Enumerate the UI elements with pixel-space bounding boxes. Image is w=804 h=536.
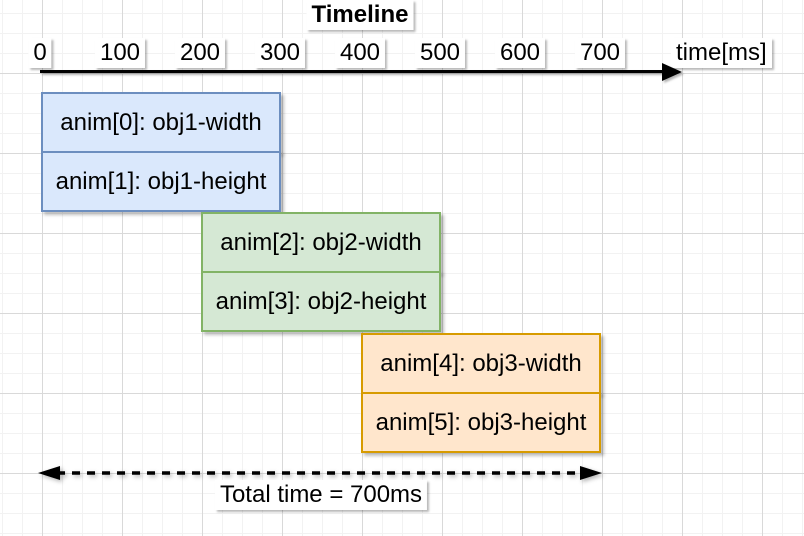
axis-tick-label-0: 0	[28, 38, 52, 68]
total-time-label: Total time = 700ms	[214, 480, 428, 510]
axis-tick-label-500: 500	[414, 38, 466, 68]
bar-anim-5: anim[5]: obj3-height	[361, 392, 601, 453]
axis-tick-label-100: 100	[94, 38, 146, 68]
time-axis-line	[40, 70, 666, 73]
bar-anim-1-label: anim[1]: obj1-height	[55, 167, 267, 195]
axis-tick-label-700: 700	[574, 38, 626, 68]
bar-anim-3-label: anim[3]: obj2-height	[215, 287, 427, 315]
bar-anim-4-label: anim[4]: obj3-width	[380, 349, 582, 377]
bar-anim-0-label: anim[0]: obj1-width	[60, 108, 262, 136]
axis-tick-label-400: 400	[334, 38, 386, 68]
right-arrowhead-icon	[580, 466, 602, 480]
bar-anim-3: anim[3]: obj2-height	[201, 271, 441, 332]
total-duration-arrow	[38, 466, 602, 480]
bar-anim-1: anim[1]: obj1-height	[41, 151, 281, 212]
bar-anim-2-label: anim[2]: obj2-width	[220, 228, 422, 256]
bar-anim-4: anim[4]: obj3-width	[361, 333, 601, 394]
axis-tick-label-300: 300	[254, 38, 306, 68]
axis-unit-label: time[ms]	[671, 38, 772, 68]
axis-tick-label-200: 200	[174, 38, 226, 68]
axis-tick-label-600: 600	[494, 38, 546, 68]
axis-arrowhead-icon	[662, 63, 682, 81]
bar-anim-5-label: anim[5]: obj3-height	[375, 408, 587, 436]
diagram-title: Timeline	[306, 0, 414, 30]
bar-anim-0: anim[0]: obj1-width	[41, 92, 281, 153]
bar-anim-2: anim[2]: obj2-width	[201, 212, 441, 273]
left-arrowhead-icon	[38, 466, 60, 480]
